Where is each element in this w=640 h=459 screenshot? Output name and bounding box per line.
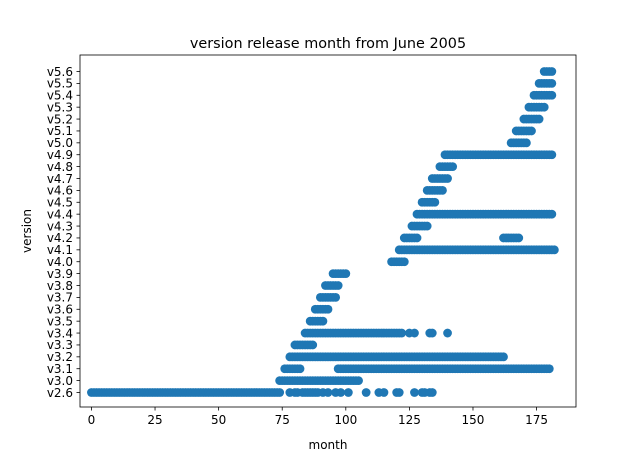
data-point bbox=[430, 197, 440, 207]
x-tick-label: 175 bbox=[525, 413, 548, 427]
y-tick-label: v3.2 bbox=[47, 350, 73, 364]
data-point bbox=[343, 388, 353, 397]
data-point bbox=[527, 126, 536, 136]
data-point bbox=[397, 328, 407, 338]
data-point bbox=[443, 174, 452, 183]
data-point bbox=[354, 376, 363, 386]
y-tick-label: v5.0 bbox=[47, 136, 73, 150]
y-tick-label: v5.2 bbox=[47, 112, 73, 126]
data-point bbox=[522, 138, 531, 148]
data-point bbox=[361, 388, 371, 397]
y-tick-label: v4.5 bbox=[47, 196, 73, 210]
data-point bbox=[333, 281, 343, 290]
data-point bbox=[379, 388, 389, 397]
data-point bbox=[499, 352, 508, 362]
y-tick-label: v3.3 bbox=[47, 338, 73, 352]
y-tick-label: v4.8 bbox=[47, 160, 73, 174]
plot-frame bbox=[79, 54, 577, 408]
data-point bbox=[547, 67, 557, 76]
data-point bbox=[547, 150, 557, 160]
y-tick-label: v3.6 bbox=[47, 303, 73, 317]
chart-title: version release month from June 2005 bbox=[190, 36, 466, 52]
y-tick-label: v3.0 bbox=[47, 374, 73, 388]
y-tick-label: v3.8 bbox=[47, 279, 73, 293]
y-tick-label: v4.4 bbox=[47, 207, 73, 221]
y-tick-label: v5.6 bbox=[47, 65, 73, 79]
data-point bbox=[308, 340, 318, 350]
data-point bbox=[534, 114, 544, 124]
y-tick-label: v4.2 bbox=[47, 231, 73, 245]
data-point bbox=[547, 78, 557, 88]
x-tick-label: 75 bbox=[275, 413, 290, 427]
y-tick-label: v4.6 bbox=[47, 184, 73, 198]
data-point bbox=[549, 245, 559, 255]
data-point bbox=[399, 257, 409, 267]
data-point bbox=[547, 209, 557, 219]
x-tick-label: 100 bbox=[334, 413, 357, 427]
data-point bbox=[412, 233, 422, 243]
data-point bbox=[427, 388, 437, 397]
x-tick-label: 25 bbox=[147, 413, 162, 427]
data-point bbox=[295, 364, 305, 374]
x-tick-label: 0 bbox=[88, 413, 96, 427]
data-point bbox=[539, 102, 549, 112]
data-point bbox=[275, 388, 285, 397]
data-point bbox=[410, 328, 419, 338]
y-tick-label: v4.3 bbox=[47, 219, 73, 233]
data-point bbox=[448, 162, 458, 172]
data-point bbox=[443, 328, 452, 338]
x-tick-label: 125 bbox=[398, 413, 421, 427]
y-tick-label: v2.6 bbox=[47, 386, 73, 400]
data-point bbox=[427, 328, 437, 338]
data-point bbox=[331, 292, 341, 302]
y-tick-label: v4.9 bbox=[47, 148, 73, 162]
y-tick-label: v5.3 bbox=[47, 100, 73, 114]
data-point bbox=[323, 388, 333, 397]
y-tick-label: v4.1 bbox=[47, 243, 73, 257]
x-tick-label: 50 bbox=[211, 413, 226, 427]
y-axis-title: version bbox=[20, 209, 34, 253]
axis-ticks: 0 25 50 75 100 125 150 175v2.6v3.0v3.1v3.2v3.3v… bbox=[47, 65, 548, 427]
data-point bbox=[323, 304, 333, 314]
data-point bbox=[422, 221, 432, 231]
x-axis-title: month bbox=[309, 438, 348, 452]
data-point bbox=[544, 364, 554, 374]
y-tick-label: v3.7 bbox=[47, 291, 73, 305]
data-points bbox=[87, 67, 559, 397]
y-tick-label: v4.7 bbox=[47, 172, 73, 186]
data-point bbox=[438, 185, 447, 195]
data-point bbox=[410, 388, 419, 397]
data-point bbox=[514, 233, 524, 243]
data-point bbox=[341, 269, 351, 279]
y-tick-label: v5.1 bbox=[47, 124, 73, 138]
y-tick-label: v4.0 bbox=[47, 255, 73, 269]
y-tick-label: v5.5 bbox=[47, 77, 73, 91]
data-point bbox=[318, 316, 328, 326]
y-tick-label: v5.4 bbox=[47, 89, 73, 103]
data-point bbox=[394, 388, 404, 397]
y-tick-label: v3.9 bbox=[47, 267, 73, 281]
y-tick-label: v3.5 bbox=[47, 314, 73, 328]
x-tick-label: 150 bbox=[462, 413, 485, 427]
y-tick-label: v3.1 bbox=[47, 362, 73, 376]
y-tick-label: v3.4 bbox=[47, 326, 73, 340]
data-point bbox=[547, 90, 557, 100]
data-point bbox=[336, 388, 346, 397]
